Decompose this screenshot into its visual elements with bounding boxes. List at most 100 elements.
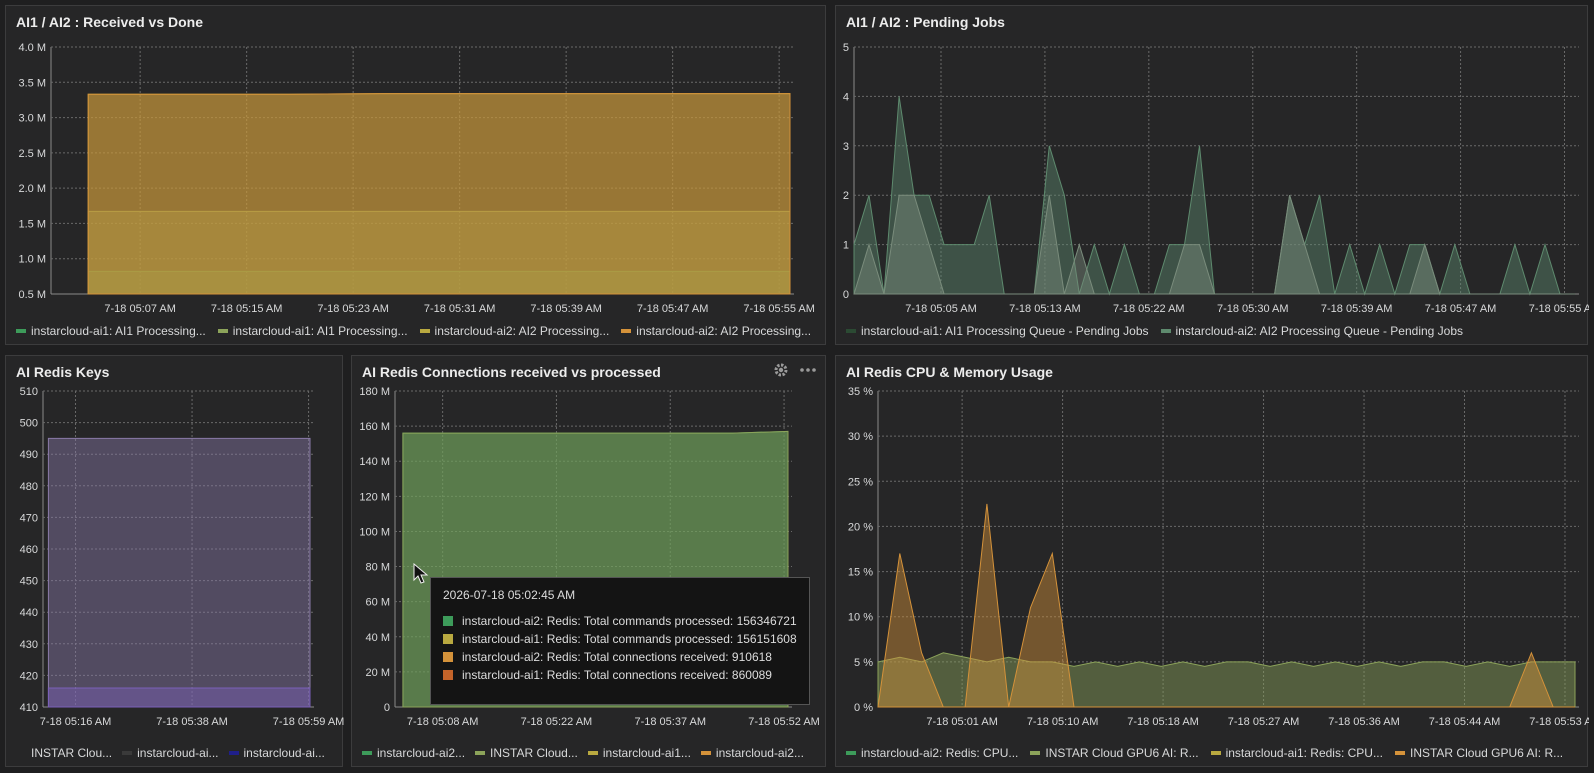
legend-item[interactable]: INSTAR Cloud GPU6 AI: R... <box>1394 746 1563 760</box>
y-tick-label: 1.0 M <box>18 254 46 266</box>
legend-item[interactable]: instarcloud-ai2: AI2 Processing Queue - … <box>1160 324 1463 338</box>
series-area <box>87 93 791 295</box>
legend-item[interactable]: instarcloud-ai... <box>228 746 325 760</box>
x-tick-label: 7-18 05:27 AM <box>1228 716 1300 728</box>
tooltip-row: instarcloud-ai1: Redis: Total connection… <box>443 666 797 684</box>
tooltip-swatch <box>443 616 453 626</box>
legend-item[interactable]: instarcloud-ai2: AI2 Processing... <box>419 324 610 338</box>
legend-swatch <box>846 751 856 755</box>
y-tick-label: 510 <box>20 386 38 398</box>
chart-redis-cpu-memory: 0 % 5 % 10 % 15 % 20 % 25 % 30 % 35 % 7-18 05:01… <box>848 386 1589 728</box>
legend-label: instarcloud-ai1: AI1 Processing... <box>232 324 408 338</box>
legend-swatch <box>1210 751 1221 755</box>
gear-icon[interactable] <box>773 362 789 383</box>
x-tick-label: 7-18 05:16 AM <box>40 716 112 728</box>
legend-item[interactable]: instarcloud-ai1: AI1 Processing... <box>16 324 206 338</box>
y-tick-label: 15 % <box>848 567 873 579</box>
panel-title[interactable]: AI Redis CPU & Memory Usage <box>846 364 1053 380</box>
legend: instarcloud-ai1: AI1 Processing Queue - … <box>846 324 1463 338</box>
legend-label: INSTAR Clou... <box>31 746 113 760</box>
y-tick-label: 140 M <box>359 456 390 468</box>
x-tick-label: 7-18 05:08 AM <box>407 716 479 728</box>
tooltip-row: instarcloud-ai2: Redis: Total connection… <box>443 648 797 666</box>
y-tick-label: 80 M <box>366 562 390 574</box>
series-area <box>877 652 1576 708</box>
legend-item[interactable]: INSTAR Clou... <box>16 746 112 760</box>
y-tick-label: 0 <box>384 702 390 714</box>
legend-label: instarcloud-ai2: Redis: CPU... <box>861 746 1019 760</box>
y-tick-label: 480 <box>20 481 38 493</box>
more-options-icon[interactable] <box>799 362 817 383</box>
y-tick-label: 0.5 M <box>18 289 46 301</box>
legend-item[interactable]: instarcloud-ai1: AI1 Processing Queue - … <box>846 324 1149 338</box>
tooltip-text: instarcloud-ai1: Redis: Total connection… <box>462 668 772 682</box>
x-tick-label: 7-18 05:05 AM <box>905 303 977 315</box>
legend-item[interactable]: instarcloud-ai... <box>122 746 219 760</box>
x-tick-label: 7-18 05:39 AM <box>530 303 602 315</box>
panel-title[interactable]: AI1 / AI2 : Received vs Done <box>16 14 203 30</box>
x-tick-label: 7-18 05:10 AM <box>1027 716 1099 728</box>
panel-header-icons <box>773 362 817 383</box>
legend-label: INSTAR Cloud... <box>490 746 578 760</box>
panel-title[interactable]: AI1 / AI2 : Pending Jobs <box>846 14 1005 30</box>
y-tick-label: 490 <box>20 449 38 461</box>
legend-swatch <box>846 329 856 333</box>
y-tick-label: 60 M <box>366 597 390 609</box>
legend-item[interactable]: instarcloud-ai1: AI1 Processing... <box>217 324 408 338</box>
legend-swatch <box>362 751 372 755</box>
tooltip-swatch <box>443 634 453 644</box>
series-area <box>47 687 311 708</box>
x-tick-label: 7-18 05:47 AM <box>637 303 709 315</box>
legend-swatch <box>1030 751 1041 755</box>
legend-label: instarcloud-ai... <box>137 746 219 760</box>
x-tick-label: 7-18 05:13 AM <box>1009 303 1081 315</box>
x-tick-label: 7-18 05:38 AM <box>156 716 228 728</box>
x-tick-label: 7-18 05:36 AM <box>1328 716 1400 728</box>
y-tick-label: 120 M <box>359 491 390 503</box>
y-tick-label: 10 % <box>848 612 873 624</box>
chart-tooltip: 2026-07-18 05:02:45 AM instarcloud-ai2: … <box>430 577 810 705</box>
chart-redis-connections: 0 20 M 40 M 60 M 80 M 100 M 120 M 140 M 160 M 180… <box>359 386 819 728</box>
panel-received-vs-done: AI1 / AI2 : Received vs Done 0.5 M 1.0 M 1… <box>5 5 826 345</box>
tooltip-row: instarcloud-ai2: Redis: Total commands p… <box>443 612 797 630</box>
legend-swatch <box>228 751 239 755</box>
legend-swatch <box>700 751 711 755</box>
legend-item[interactable]: instarcloud-ai2... <box>362 746 465 760</box>
legend-item[interactable]: instarcloud-ai2... <box>700 746 804 760</box>
legend-label: instarcloud-ai2: AI2 Processing... <box>434 324 610 338</box>
x-tick-label: 7-18 05:59 AM <box>273 716 344 728</box>
legend-swatch <box>475 751 486 755</box>
y-tick-label: 100 M <box>359 526 390 538</box>
legend-item[interactable]: instarcloud-ai2: Redis: CPU... <box>846 746 1018 760</box>
y-tick-label: 5 % <box>854 657 873 669</box>
x-tick-label: 7-18 05:23 AM <box>317 303 389 315</box>
panel-redis-connections: AI Redis Connections received vs process… <box>351 355 826 767</box>
x-tick-label: 7-18 05:15 AM <box>211 303 283 315</box>
legend: INSTAR Clou... instarcloud-ai... instarc… <box>16 746 325 760</box>
legend-item[interactable]: INSTAR Cloud GPU6 AI: R... <box>1030 746 1199 760</box>
legend-item[interactable]: INSTAR Cloud... <box>475 746 578 760</box>
x-tick-label: 7-18 05:31 AM <box>424 303 496 315</box>
y-tick-label: 3.0 M <box>18 113 46 125</box>
x-tick-label: 7-18 05:01 AM <box>926 716 998 728</box>
legend-item[interactable]: instarcloud-ai1: Redis: CPU... <box>1210 746 1383 760</box>
legend-item[interactable]: instarcloud-ai1... <box>587 746 691 760</box>
tooltip-swatch <box>443 652 453 662</box>
legend-label: instarcloud-ai2... <box>715 746 804 760</box>
panel-title[interactable]: AI Redis Keys <box>16 364 110 380</box>
x-tick-label: 7-18 05:44 AM <box>1429 716 1501 728</box>
tooltip-text: instarcloud-ai2: Redis: Total connection… <box>462 650 772 664</box>
y-tick-label: 40 M <box>366 632 390 644</box>
tooltip-row: instarcloud-ai1: Redis: Total commands p… <box>443 630 797 648</box>
legend-item[interactable]: instarcloud-ai2: AI2 Processing... <box>621 324 811 338</box>
y-tick-label: 3 <box>843 141 849 153</box>
panel-title[interactable]: AI Redis Connections received vs process… <box>362 364 661 380</box>
chart-pending-jobs: 0 1 2 3 4 5 7-18 05:05 AM 7-18 05:13 AM 7-18 05:… <box>843 42 1589 315</box>
tooltip-text: instarcloud-ai2: Redis: Total commands p… <box>462 614 797 628</box>
chart-redis-keys: 410 420 430 440 450 460 470 480 490 500 510 7-18 05… <box>20 386 344 728</box>
y-tick-label: 0 % <box>854 702 873 714</box>
x-tick-label: 7-18 05:18 AM <box>1127 716 1199 728</box>
y-tick-label: 25 % <box>848 476 873 488</box>
legend-label: instarcloud-ai1: AI1 Processing... <box>31 324 206 338</box>
mouse-cursor-icon <box>413 563 429 584</box>
